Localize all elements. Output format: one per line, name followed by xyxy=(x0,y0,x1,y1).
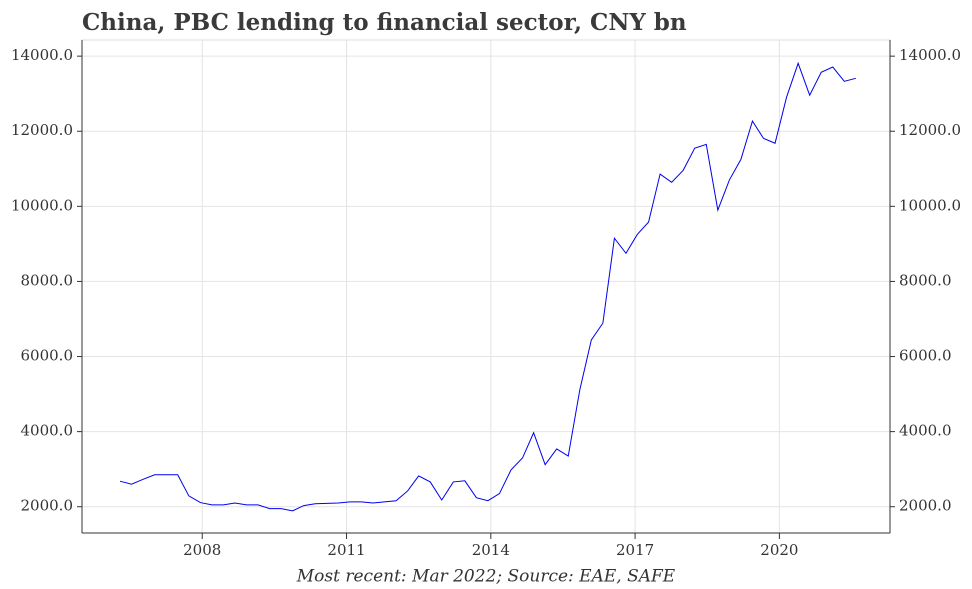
x-tick-label: 2008 xyxy=(183,541,221,559)
y-tick-label: 4000.0 xyxy=(21,422,74,440)
footnote: Most recent: Mar 2022; Source: EAE, SAFE xyxy=(296,567,676,587)
y2-tick-label: 8000.0 xyxy=(899,271,952,289)
x-tick-label: 2017 xyxy=(616,541,654,559)
y2-tick-label: 10000.0 xyxy=(899,196,961,214)
y2-tick-label: 12000.0 xyxy=(899,121,961,139)
x-tick-label: 2011 xyxy=(327,541,365,559)
y-tick-label: 6000.0 xyxy=(21,347,74,365)
y-tick-label: 8000.0 xyxy=(21,271,74,289)
y-tick-label: 2000.0 xyxy=(21,497,74,515)
y2-tick-label: 6000.0 xyxy=(899,347,952,365)
data-line xyxy=(119,61,856,512)
y-tick-label: 10000.0 xyxy=(11,196,73,214)
x-tick-label: 2020 xyxy=(760,541,798,559)
y-tick-label: 14000.0 xyxy=(11,46,73,64)
x-tick-label: 2014 xyxy=(472,541,510,559)
plot-frame xyxy=(81,39,891,534)
y2-tick-label: 4000.0 xyxy=(899,422,952,440)
y2-tick-label: 14000.0 xyxy=(899,46,961,64)
chart-title: China, PBC lending to financial sector, … xyxy=(82,9,687,36)
y2-tick-label: 2000.0 xyxy=(899,497,952,515)
y-tick-label: 12000.0 xyxy=(11,121,73,139)
